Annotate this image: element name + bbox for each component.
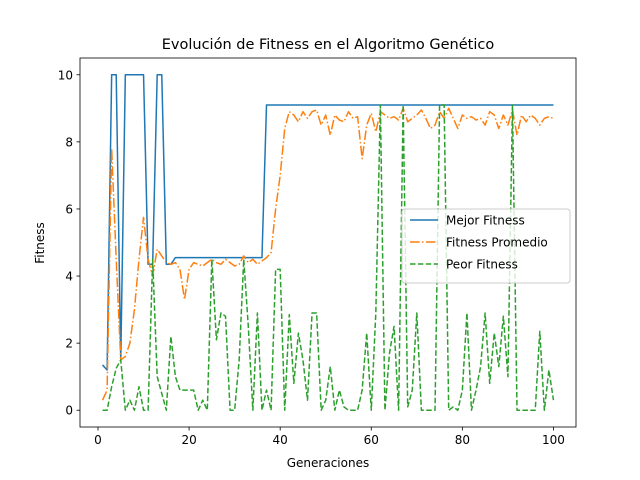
- y-tick-label: 8: [65, 135, 73, 149]
- y-tick-label: 10: [58, 68, 73, 82]
- y-tick-label: 2: [65, 337, 73, 351]
- y-tick-label: 0: [65, 404, 73, 418]
- y-tick-label: 4: [65, 270, 73, 284]
- legend: Mejor Fitness Fitness Promedio Peor Fitnes…: [401, 208, 571, 284]
- legend-label: Fitness Promedio: [446, 236, 548, 250]
- legend-label: Peor Fitness: [446, 258, 518, 272]
- x-tick-label: 40: [273, 433, 288, 447]
- series-line-peor-fitness: [102, 104, 555, 411]
- x-axis: 0 20 40 60 80 100: [94, 427, 565, 447]
- legend-label: Mejor Fitness: [446, 214, 525, 228]
- series-layer: [101, 74, 555, 411]
- x-tick-label: 80: [455, 433, 470, 447]
- plot-area: 0 20 40 60 80 100 0 2 4 6 8 10: [58, 57, 577, 447]
- x-tick-label: 20: [181, 433, 196, 447]
- x-tick-label: 0: [94, 433, 102, 447]
- y-axis: 0 2 4 6 8 10: [58, 68, 80, 418]
- x-tick-label: 60: [364, 433, 379, 447]
- legend-box: [401, 208, 571, 284]
- y-axis-label: Fitness: [33, 222, 47, 264]
- plot-frame: [79, 57, 577, 428]
- chart-title: Evolución de Fitness en el Algoritmo Gen…: [162, 37, 495, 53]
- x-axis-label: Generaciones: [287, 456, 369, 470]
- series-line-mejor-fitness: [101, 74, 554, 371]
- y-tick-label: 6: [65, 202, 73, 216]
- x-tick-label: 100: [542, 433, 565, 447]
